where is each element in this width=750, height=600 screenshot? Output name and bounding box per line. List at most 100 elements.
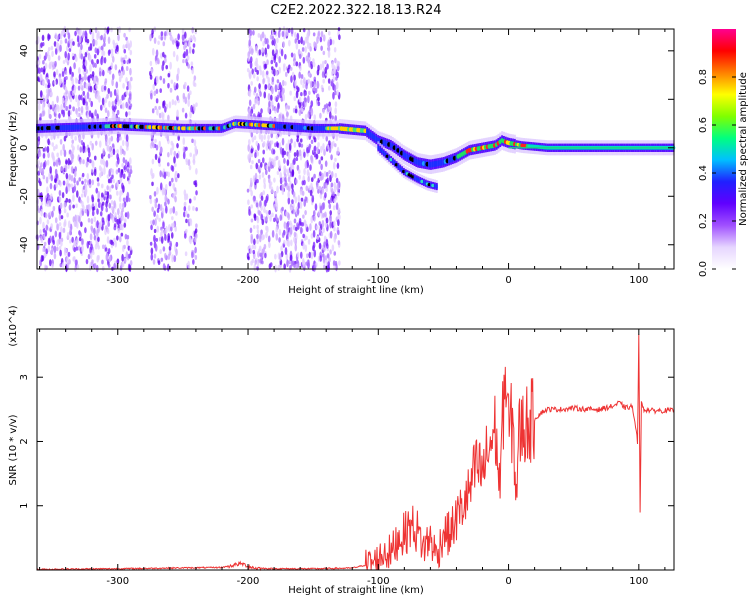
noise-pixel: [121, 253, 124, 262]
noise-pixel: [256, 69, 259, 75]
noise-pixel: [268, 143, 272, 151]
noise-pixel: [80, 43, 83, 51]
noise-pixel: [67, 157, 71, 166]
noise-pixel: [107, 153, 111, 159]
snr-marks: [36, 334, 675, 572]
noise-pixel: [67, 52, 70, 61]
noise-pixel: [192, 153, 196, 162]
noise-pixel: [267, 106, 270, 114]
noise-pixel: [54, 60, 57, 68]
noise-pixel: [194, 145, 198, 153]
noise-pixel: [93, 227, 96, 236]
noise-pixel: [193, 36, 197, 43]
noise-pixel: [298, 71, 301, 79]
noise-pixel: [63, 135, 67, 142]
figure-title: C2E2.2022.322.18.13.R24: [270, 3, 441, 18]
noise-pixel: [247, 56, 250, 62]
noise-pixel: [59, 138, 63, 145]
noise-pixel: [324, 211, 327, 218]
noise-pixel: [291, 199, 294, 205]
noise-pixel: [254, 45, 258, 53]
noise-pixel: [183, 189, 187, 196]
noise-pixel: [317, 142, 320, 148]
noise-pixel: [332, 260, 336, 267]
noise-pixel: [109, 90, 113, 98]
noise-pixel: [75, 27, 79, 32]
noise-pixel: [304, 244, 308, 252]
noise-pixel: [154, 243, 158, 252]
noise-pixel: [104, 96, 108, 104]
noise-pixel: [260, 213, 264, 221]
noise-pixel: [47, 54, 51, 62]
noise-pixel: [128, 93, 132, 100]
noise-pixel: [127, 168, 130, 173]
noise-pixel: [302, 233, 305, 239]
noise-pixel: [159, 88, 162, 93]
noise-pixel: [74, 30, 77, 37]
noise-pixel: [165, 225, 168, 233]
noise-pixel: [256, 224, 259, 230]
noise-pixel: [288, 143, 292, 151]
noise-pixel: [90, 217, 94, 225]
noise-pixel: [265, 195, 269, 204]
noise-pixel: [52, 205, 56, 212]
noise-pixel: [313, 81, 317, 88]
noise-pixel: [81, 244, 84, 253]
band-core: [65, 125, 68, 130]
noise-pixel: [304, 46, 308, 53]
noise-pixel: [91, 194, 94, 201]
noise-pixel: [89, 252, 93, 260]
noise-pixel: [176, 142, 179, 149]
noise-pixel: [158, 236, 162, 242]
noise-pixel: [188, 165, 192, 171]
band-hot-spot: [93, 124, 98, 129]
noise-pixel: [47, 107, 51, 116]
noise-pixel: [155, 98, 159, 104]
noise-pixel: [130, 76, 133, 82]
noise-pixel: [283, 239, 286, 245]
noise-pixel: [334, 195, 338, 201]
noise-pixel: [121, 163, 124, 168]
band-core: [455, 154, 458, 161]
noise-pixel: [330, 171, 334, 179]
noise-pixel: [120, 172, 123, 178]
noise-pixel: [164, 106, 167, 113]
noise-pixel: [334, 107, 337, 115]
noise-pixel: [92, 61, 95, 68]
noise-pixel: [111, 73, 115, 80]
noise-pixel: [314, 87, 318, 94]
noise-pixel: [125, 65, 129, 71]
band-core: [419, 159, 422, 166]
noise-pixel: [51, 50, 54, 58]
noise-pixel: [313, 137, 317, 143]
noise-pixel: [88, 150, 91, 158]
noise-pixel: [39, 116, 42, 122]
noise-pixel: [194, 30, 198, 35]
band-core: [50, 125, 53, 131]
noise-pixel: [310, 155, 314, 164]
noise-pixel: [274, 106, 277, 114]
noise-pixel: [104, 26, 107, 34]
noise-pixel: [325, 135, 329, 142]
snr-ticks: -300 -200 -100 0 100 1 2 3: [19, 329, 674, 587]
noise-pixel: [80, 94, 83, 101]
noise-pixel: [337, 208, 340, 217]
noise-pixel: [159, 203, 163, 212]
noise-pixel: [72, 194, 75, 202]
noise-pixel: [113, 223, 117, 228]
noise-pixel: [113, 42, 116, 49]
noise-pixel: [304, 97, 308, 103]
noise-pixel: [112, 216, 115, 224]
noise-pixel: [100, 158, 103, 165]
noise-pixel: [297, 201, 301, 210]
noise-pixel: [329, 197, 333, 204]
noise-pixel: [107, 248, 111, 255]
noise-pixel: [295, 156, 299, 162]
noise-pixel: [314, 42, 318, 50]
noise-pixel: [312, 210, 316, 217]
noise-pixel: [169, 87, 173, 93]
band-core: [451, 155, 454, 162]
noise-pixel: [44, 212, 48, 219]
noise-pixel: [306, 41, 310, 50]
noise-pixel: [332, 91, 335, 100]
